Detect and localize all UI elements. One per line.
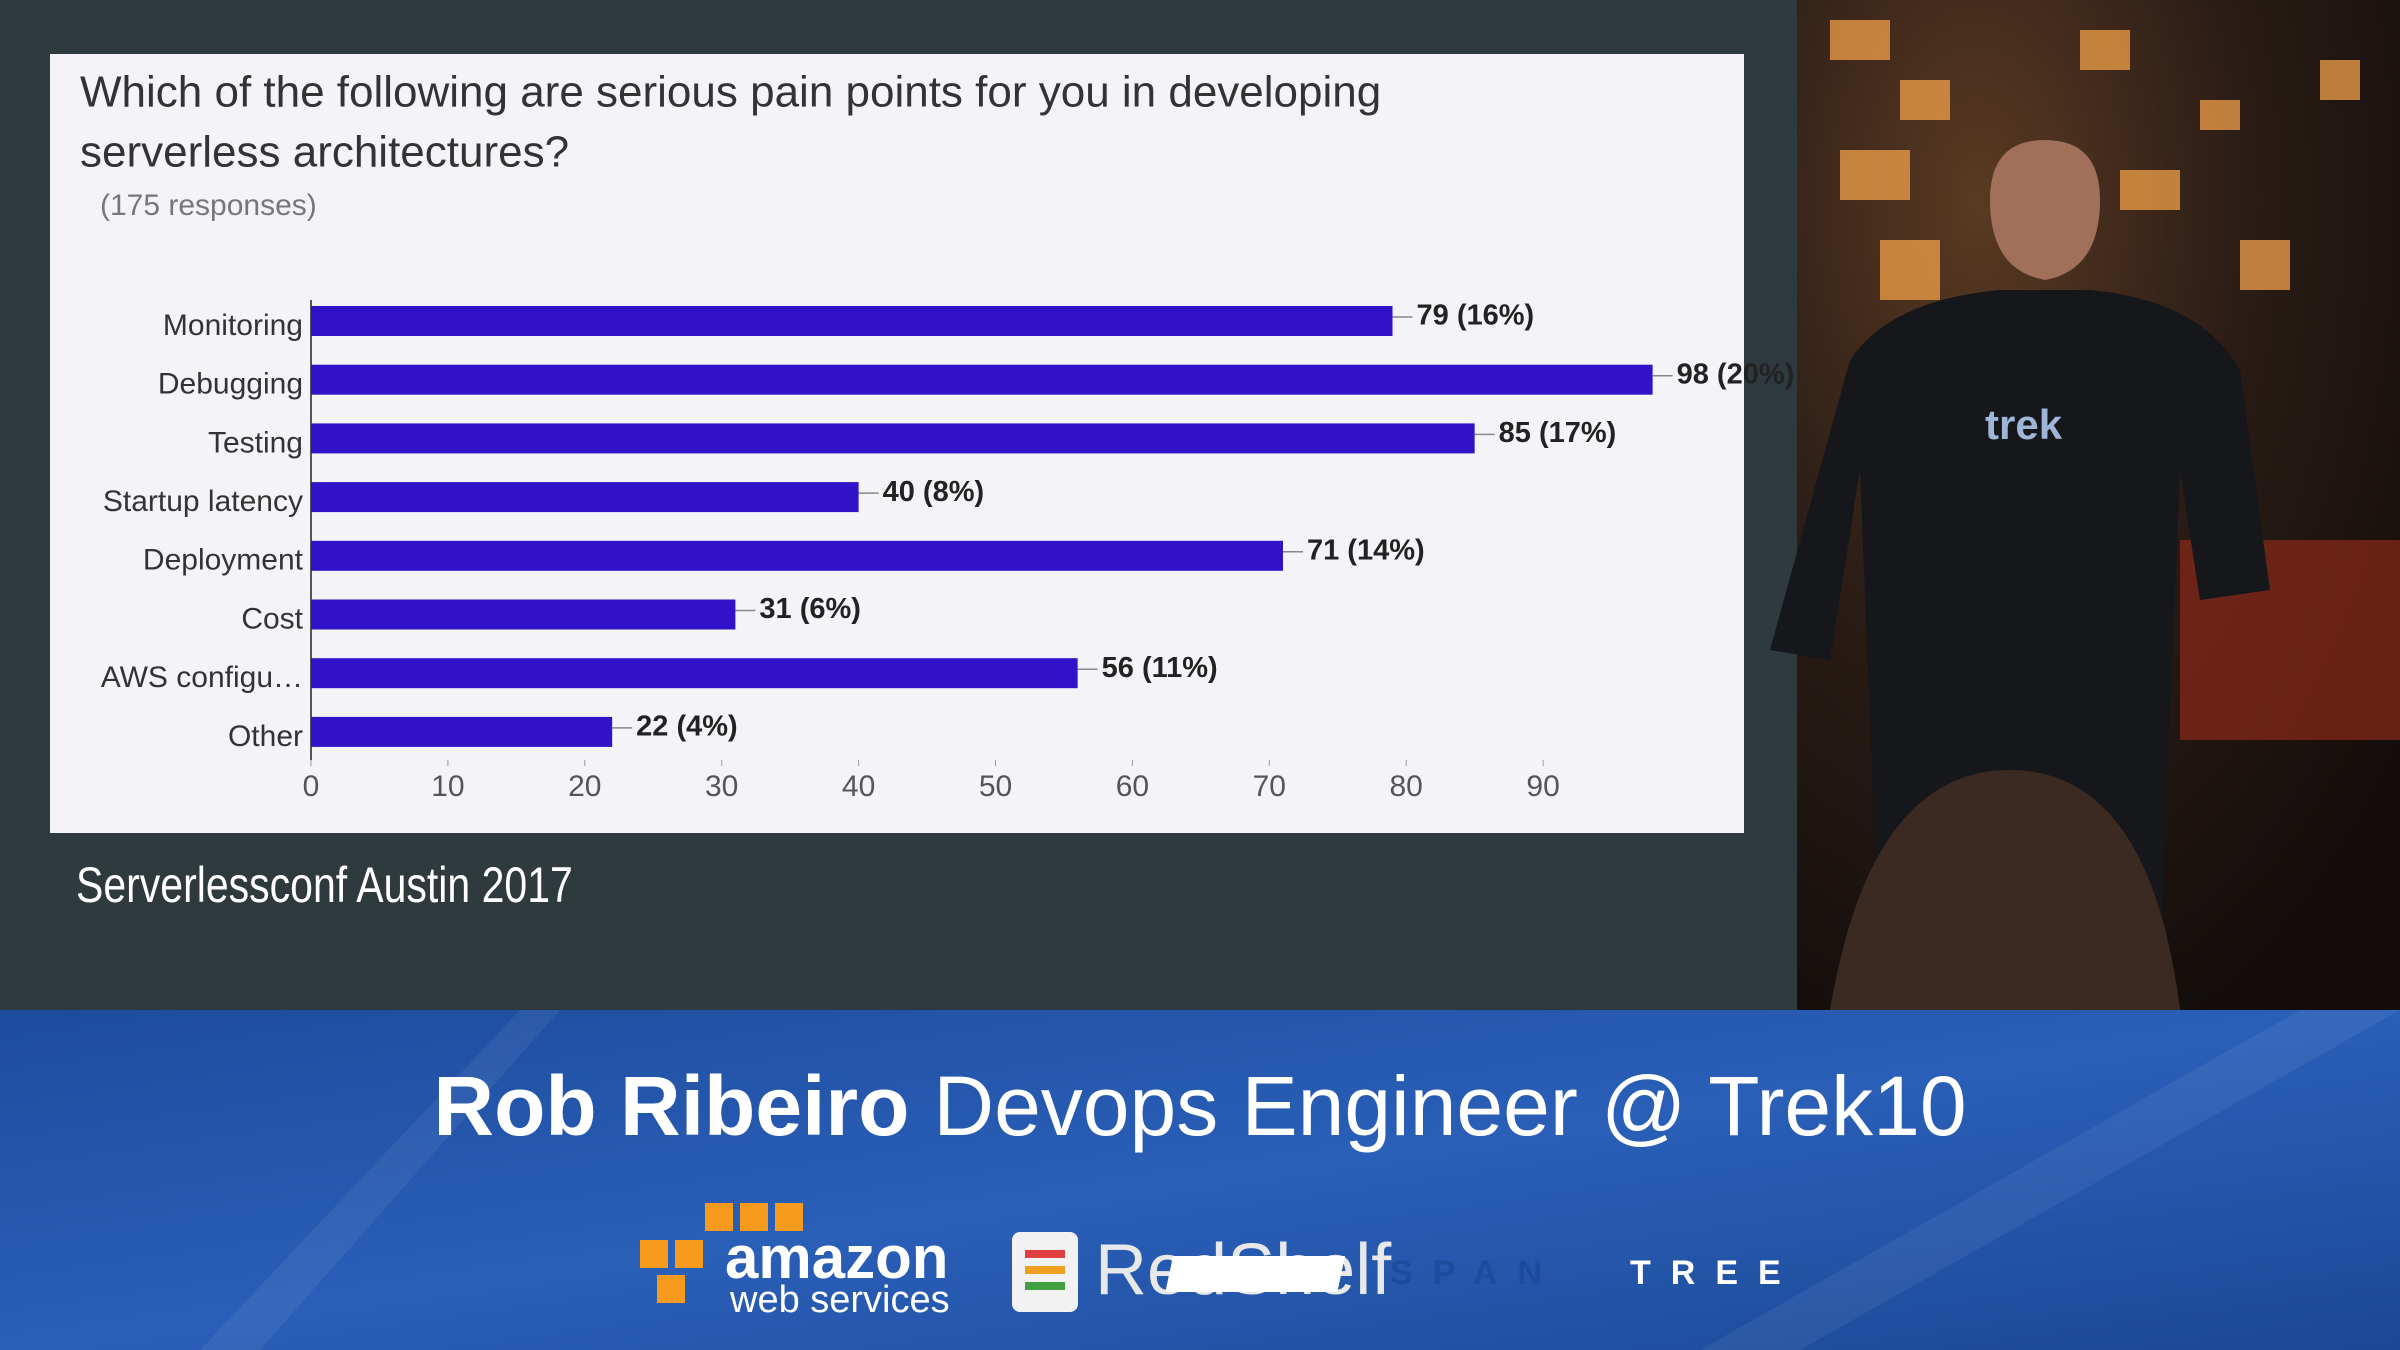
x-tick-label: 70 [1253, 770, 1286, 803]
shirt-logo: trek [1985, 401, 2063, 448]
aws-logo-subtext: web services [729, 1279, 950, 1321]
banner-decoration [200, 1010, 2400, 1350]
speaker-photo: trek [1770, 0, 2400, 1010]
y-tick-label: AWS configu… [101, 661, 303, 694]
y-tick-label: Debugging [158, 368, 303, 401]
bar [311, 599, 736, 630]
x-tick-label: 60 [1116, 770, 1149, 803]
value-label: 22 (4%) [636, 711, 738, 743]
x-tick-label: 50 [979, 770, 1012, 803]
bar [311, 306, 1393, 336]
y-tick-label: Monitoring [163, 309, 303, 342]
x-tick-label: 40 [842, 770, 875, 803]
x-tick-label: 90 [1526, 770, 1559, 803]
caption: Serverlessconf Austin 2017 [76, 857, 573, 913]
aws-cubes [640, 1203, 803, 1303]
spantree-logo: SPAN [1390, 1254, 1562, 1292]
chart-title: Which of the following are serious pain … [80, 68, 1381, 117]
y-tick-label: Other [228, 720, 303, 753]
x-tick-label: 0 [303, 770, 320, 803]
value-label: 85 (17%) [1499, 417, 1617, 449]
y-tick-label: Cost [241, 602, 303, 635]
x-tick-label: 80 [1390, 770, 1423, 803]
speaker-line: Rob Ribeiro Devops Engineer @ Trek10 [433, 1059, 1966, 1153]
chart-subtitle: (175 responses) [100, 189, 317, 222]
bar [311, 364, 1653, 395]
spantree-box [1165, 1256, 1346, 1292]
sponsor-logos: amazon web services RedShelf SPAN TREE [640, 1203, 1801, 1321]
bar [311, 658, 1078, 689]
y-tick-label: Startup latency [103, 485, 303, 518]
value-label: 79 (16%) [1417, 300, 1535, 332]
value-label: 40 (8%) [883, 476, 985, 508]
plot: 0 10 20 30 40 50 60 70 80 90 Monitoring 79 (16%) Deb… [101, 300, 1795, 803]
bar [311, 482, 859, 513]
bar [311, 716, 613, 747]
bar [311, 540, 1283, 571]
speaker-name: Rob Ribeiro [433, 1059, 909, 1153]
speaker-role: Devops Engineer @ Trek10 [933, 1059, 1966, 1153]
value-label: 71 (14%) [1307, 534, 1425, 566]
lower-third [0, 1010, 2400, 1350]
spantree-logo: TREE [1630, 1254, 1801, 1292]
bar [311, 423, 1475, 454]
value-label: 31 (6%) [759, 593, 861, 625]
x-tick-label: 10 [431, 770, 464, 803]
value-label: 56 (11%) [1102, 652, 1218, 684]
aws-logo-text: amazon [725, 1224, 948, 1291]
chart-title: serverless architectures? [80, 128, 569, 177]
y-tick-label: Deployment [143, 544, 304, 577]
x-tick-label: 30 [705, 770, 738, 803]
value-label: 98 (20%) [1677, 358, 1795, 390]
y-tick-label: Testing [208, 426, 303, 459]
x-tick-label: 20 [568, 770, 601, 803]
